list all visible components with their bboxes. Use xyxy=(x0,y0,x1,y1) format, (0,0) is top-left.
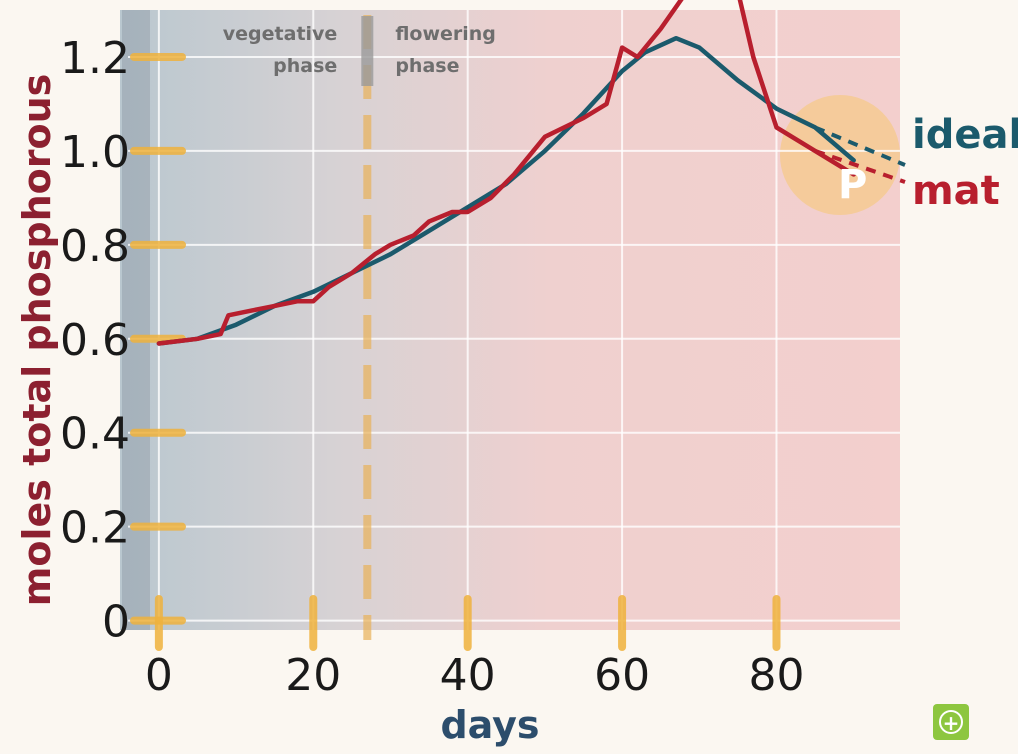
zoom-in-button[interactable]: + xyxy=(933,704,969,740)
plot-background xyxy=(120,10,900,630)
x-tick-label-0: 0 xyxy=(145,650,173,701)
legend: P ideal mat xyxy=(838,112,1018,214)
x-axis-title: days xyxy=(440,703,539,747)
vegetative-phase-label-line1: vegetative xyxy=(223,23,338,45)
x-tick-label-3: 60 xyxy=(594,650,650,701)
x-tick-mark-3 xyxy=(618,595,627,651)
p-icon: P xyxy=(838,162,867,208)
x-tick-label-2: 40 xyxy=(440,650,496,701)
vegetative-phase-label-line2: phase xyxy=(273,55,337,77)
tick-marks xyxy=(130,52,781,651)
series-layer xyxy=(156,0,906,346)
x-tick-mark-1 xyxy=(309,595,318,651)
flowering-phase-label-line2: phase xyxy=(395,55,459,77)
phase-layer: vegetative phase flowering phase xyxy=(223,15,496,640)
y-tick-mark-5 xyxy=(130,146,186,155)
phase-divider-bar xyxy=(361,16,374,86)
y-tick-label-6: 1.2 xyxy=(60,33,130,84)
y-tick-mark-1 xyxy=(130,522,186,531)
y-tick-label-1: 0.2 xyxy=(60,503,130,554)
y-tick-mark-6 xyxy=(130,52,186,61)
tick-labels: 0 0.2 0.4 0.6 0.8 1.0 1.2 0 20 40 60 80 xyxy=(60,33,804,701)
y-tick-label-3: 0.6 xyxy=(60,315,130,366)
x-tick-label-4: 80 xyxy=(748,650,804,701)
zoom-in-icon: + xyxy=(939,710,963,734)
legend-tail-mat xyxy=(814,149,906,184)
legend-mat-label: mat xyxy=(912,168,1000,214)
y-tick-label-4: 0.8 xyxy=(60,221,130,272)
y-tick-mark-4 xyxy=(130,240,186,249)
y-tick-label-2: 0.4 xyxy=(60,409,130,460)
series-line-mat xyxy=(156,0,856,346)
y-tick-mark-2 xyxy=(130,428,186,437)
y-tick-label-0: 0 xyxy=(102,597,130,648)
x-tick-label-1: 20 xyxy=(285,650,341,701)
y-axis-title: moles total phosphorous xyxy=(15,74,59,607)
x-tick-mark-0 xyxy=(154,595,163,651)
x-tick-mark-4 xyxy=(772,595,781,651)
x-tick-mark-2 xyxy=(463,595,472,651)
y-tick-label-5: 1.0 xyxy=(60,127,130,178)
legend-ideal-label: ideal xyxy=(912,112,1018,158)
flowering-phase-label-line1: flowering xyxy=(395,23,496,45)
legend-tail-ideal xyxy=(814,125,906,167)
